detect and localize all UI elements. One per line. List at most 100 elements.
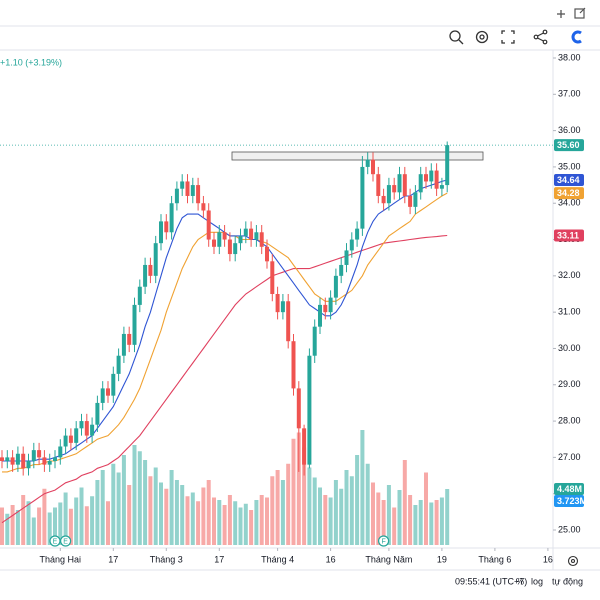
candle-body: [127, 333, 132, 345]
volume-bar: [143, 460, 148, 545]
candle-body: [174, 188, 179, 204]
event-label: E: [53, 538, 58, 545]
candle-body: [413, 192, 418, 207]
candle-body: [148, 264, 153, 276]
candle-body: [238, 235, 243, 244]
candle-body: [47, 461, 52, 465]
candle-body: [328, 297, 333, 313]
x-tick-label: Tháng Năm: [365, 554, 412, 564]
price-badge-label: 34.28: [557, 188, 580, 198]
candle-body: [26, 461, 31, 469]
candle-body: [79, 421, 84, 429]
candle-body: [243, 228, 248, 236]
logo[interactable]: [566, 28, 586, 46]
volume-bar: [63, 492, 68, 545]
volume-bar: [413, 505, 418, 545]
volume-bar: [360, 430, 365, 545]
x-tick-label: 17: [108, 554, 118, 564]
x-tick-label: 16: [326, 554, 336, 564]
candle-body: [429, 170, 434, 182]
volume-bar: [445, 489, 450, 545]
y-tick-label: 32.00: [558, 270, 581, 280]
zoom-icon[interactable]: [449, 30, 464, 45]
price-badge-label: 34.64: [557, 175, 580, 185]
volume-bar: [212, 497, 216, 545]
goto-icon[interactable]: [567, 555, 579, 567]
volume-bar: [100, 470, 105, 545]
volume-bar: [148, 476, 153, 545]
candle-body: [206, 210, 211, 240]
y-tick-label: 29.00: [558, 379, 581, 389]
candle-body: [318, 304, 322, 327]
candle-body: [349, 239, 354, 251]
candle-body: [0, 457, 4, 462]
candle-body: [439, 185, 444, 189]
volume-bar: [111, 463, 116, 545]
log-button[interactable]: log: [531, 576, 543, 586]
volume-bar: [222, 505, 227, 545]
volume-bar: [323, 495, 328, 545]
candle-body: [143, 264, 148, 287]
add-icon[interactable]: [557, 10, 565, 18]
volume-bar: [249, 510, 254, 545]
candle-body: [159, 221, 163, 244]
price-badge: [554, 187, 584, 200]
candle-body: [185, 181, 190, 196]
candle-body: [90, 424, 95, 436]
volume-bar: [259, 495, 264, 545]
candle-body: [307, 355, 312, 465]
y-tick-label: 38.00: [558, 52, 581, 62]
settings-icon[interactable]: [475, 30, 489, 44]
candle-body: [397, 174, 402, 193]
candle-body: [222, 232, 227, 240]
volume-bar: [376, 492, 381, 545]
price-badge-label: 3.723M: [557, 496, 587, 506]
volume-bar: [265, 497, 269, 545]
volume-bar: [429, 502, 434, 545]
price-badge: [554, 229, 584, 242]
candle-body: [201, 203, 206, 211]
auto-button[interactable]: tự động: [552, 576, 583, 586]
candle-body: [408, 195, 413, 207]
volume-bar: [185, 496, 190, 545]
volume-bar: [328, 497, 333, 545]
percent-button[interactable]: %: [516, 576, 524, 586]
volume-bar: [291, 438, 296, 545]
y-tick-label: 35.00: [558, 161, 581, 171]
volume-bar: [365, 463, 370, 545]
candle-body: [31, 450, 36, 462]
candle-body: [106, 388, 110, 396]
candle-body: [63, 435, 68, 447]
candle-body: [10, 457, 15, 465]
candle-body: [424, 174, 428, 182]
volume-bar: [79, 487, 84, 545]
clock: 09:55:41 (UTC+7): [455, 576, 527, 586]
popout-icon[interactable]: [574, 7, 586, 19]
y-tick-label: 34.00: [558, 198, 581, 208]
volume-bar: [174, 480, 179, 545]
volume-bar: [275, 470, 280, 545]
candle-body: [227, 239, 232, 255]
y-tick-label: 28.00: [558, 415, 581, 425]
volume-bar: [26, 501, 31, 545]
volume-bar: [349, 476, 354, 545]
x-tick-label: Tháng 3: [150, 554, 183, 564]
candle-body: [132, 304, 137, 345]
price-badge-label: 33.11: [557, 230, 579, 240]
candle-body: [196, 185, 201, 204]
candle-body: [233, 243, 238, 255]
candle-body: [392, 185, 397, 193]
share-icon[interactable]: [533, 29, 548, 45]
volume-bar: [10, 505, 15, 545]
drawn-rectangle[interactable]: [231, 151, 484, 161]
volume-bar: [153, 467, 158, 545]
fullscreen-icon[interactable]: [501, 30, 515, 44]
volume-bar: [280, 480, 285, 545]
candle-body: [418, 174, 423, 193]
volume-bar: [318, 487, 322, 545]
volume-bar: [121, 455, 126, 545]
volume-bar: [164, 488, 169, 545]
candle-body: [302, 428, 307, 465]
candle-body: [111, 373, 116, 396]
